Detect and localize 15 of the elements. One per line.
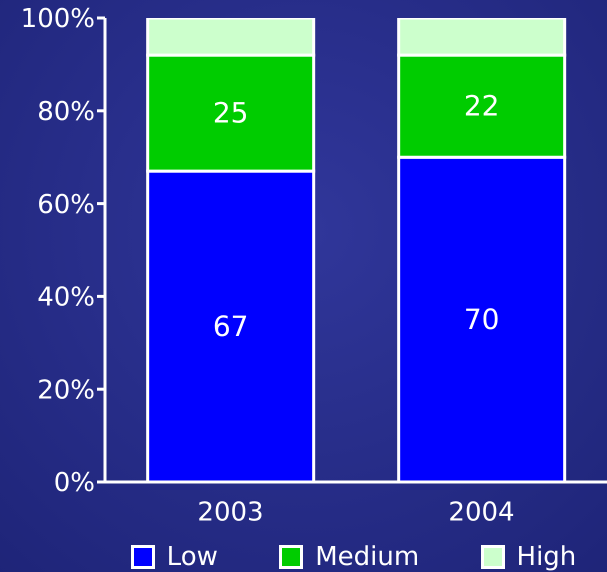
data-label: 70 bbox=[464, 303, 500, 336]
y-tick-label: 0% bbox=[54, 468, 95, 498]
data-label: 67 bbox=[212, 310, 248, 344]
data-label: 22 bbox=[464, 90, 500, 123]
y-tick-label: 40% bbox=[37, 282, 95, 313]
x-tick-label: 2003 bbox=[197, 497, 264, 528]
y-tick-label: 20% bbox=[37, 375, 95, 406]
legend-label: High bbox=[516, 542, 576, 572]
data-label: 25 bbox=[212, 96, 248, 130]
y-tick-label: 80% bbox=[37, 97, 95, 128]
legend-label: Low bbox=[166, 542, 218, 572]
y-tick-label: 100% bbox=[20, 4, 95, 34]
y-tick-label: 60% bbox=[37, 190, 95, 220]
x-tick-label: 2004 bbox=[448, 497, 515, 528]
legend-label: Medium bbox=[314, 542, 420, 572]
